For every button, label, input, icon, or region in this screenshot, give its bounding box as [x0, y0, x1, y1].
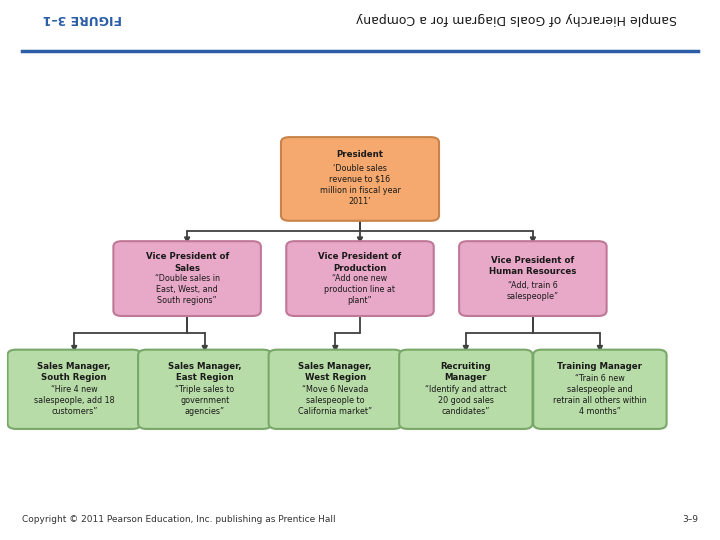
- Text: “Move 6 Nevada
salespeople to
California market”: “Move 6 Nevada salespeople to California…: [298, 385, 372, 416]
- Text: “Identify and attract
20 good sales
candidates”: “Identify and attract 20 good sales cand…: [425, 385, 507, 416]
- Text: President: President: [336, 150, 384, 159]
- Text: ‘Double sales
revenue to $16
million in fiscal year
2011’: ‘Double sales revenue to $16 million in …: [320, 164, 400, 206]
- Text: Vice President of
Human Resources: Vice President of Human Resources: [489, 256, 577, 276]
- Text: “Train 6 new
salespeople and
retrain all others within
4 months”: “Train 6 new salespeople and retrain all…: [553, 374, 647, 416]
- Text: Vice President of
Production: Vice President of Production: [318, 253, 402, 273]
- Text: Training Manager: Training Manager: [557, 362, 642, 371]
- FancyBboxPatch shape: [287, 241, 433, 316]
- Text: Sample Hierarchy of Goals Diagram for a Company: Sample Hierarchy of Goals Diagram for a …: [356, 12, 677, 25]
- Text: FIGURE 3–1: FIGURE 3–1: [43, 12, 122, 25]
- Text: Sales Manager,
West Region: Sales Manager, West Region: [299, 362, 372, 382]
- Text: Sales Manager,
South Region: Sales Manager, South Region: [37, 362, 111, 382]
- Text: Recruiting
Manager: Recruiting Manager: [441, 362, 491, 382]
- FancyBboxPatch shape: [7, 350, 141, 429]
- FancyBboxPatch shape: [459, 241, 607, 316]
- FancyBboxPatch shape: [113, 241, 261, 316]
- Text: Vice President of
Sales: Vice President of Sales: [145, 253, 229, 273]
- Text: 3–9: 3–9: [683, 515, 698, 524]
- Text: “Add, train 6
salespeople”: “Add, train 6 salespeople”: [507, 281, 559, 301]
- Text: “Add one new
production line at
plant”: “Add one new production line at plant”: [325, 274, 395, 305]
- FancyBboxPatch shape: [281, 137, 439, 221]
- FancyBboxPatch shape: [138, 350, 271, 429]
- FancyBboxPatch shape: [534, 350, 667, 429]
- Text: “Triple sales to
government
agencies”: “Triple sales to government agencies”: [175, 385, 235, 416]
- Text: “Hire 4 new
salespeople, add 18
customers”: “Hire 4 new salespeople, add 18 customer…: [34, 385, 114, 416]
- FancyBboxPatch shape: [399, 350, 533, 429]
- Text: “Double sales in
East, West, and
South regions”: “Double sales in East, West, and South r…: [155, 274, 220, 305]
- FancyBboxPatch shape: [269, 350, 402, 429]
- Text: Copyright © 2011 Pearson Education, Inc. publishing as Prentice Hall: Copyright © 2011 Pearson Education, Inc.…: [22, 515, 336, 524]
- Text: Sales Manager,
East Region: Sales Manager, East Region: [168, 362, 242, 382]
